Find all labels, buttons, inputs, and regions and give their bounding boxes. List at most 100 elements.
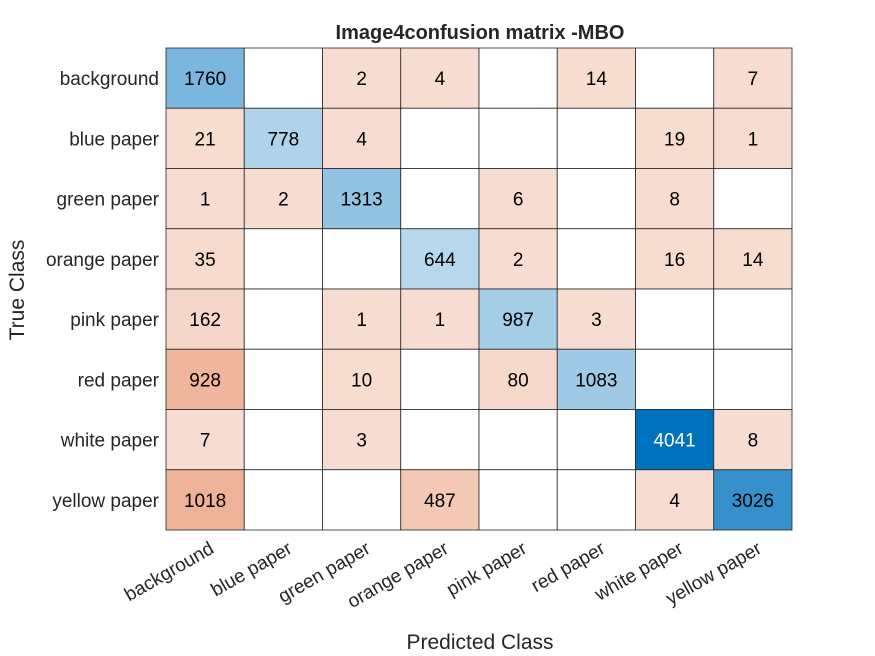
cell-value: 14 [586,69,608,90]
cell-value: 3 [356,431,367,452]
cell-value: 14 [742,250,764,271]
cell-value: 778 [268,129,300,150]
matrix-cell [243,228,323,290]
x-tick-label: pink paper [443,538,531,601]
y-tick-label: white paper [60,431,160,452]
matrix-cell [322,469,402,531]
matrix-cell [322,47,402,109]
matrix-cell [322,168,402,230]
cell-value: 3026 [732,491,774,512]
matrix-cell [400,107,480,169]
matrix-cell [165,47,245,109]
cell-value: 644 [424,250,456,271]
cell-value: 4 [435,69,446,90]
matrix-cell [713,107,793,169]
cell-value: 16 [664,250,685,271]
matrix-cell [713,348,793,410]
cell-value: 1 [356,310,367,331]
y-tick-label: orange paper [46,250,160,271]
matrix-cell [713,288,793,350]
cell-value: 2 [278,190,289,211]
matrix-cell [478,107,558,169]
cell-value: 21 [195,129,216,150]
matrix-cell [478,348,558,410]
cell-value: 487 [424,491,456,512]
cell-value: 7 [748,69,759,90]
matrix-cell [400,348,480,410]
cell-value: 4041 [653,431,695,452]
matrix-cell [243,288,323,350]
matrix-cell [635,348,715,410]
matrix-cell [556,469,636,531]
matrix-cell [556,228,636,290]
matrix-cell [400,469,480,531]
cell-value: 8 [669,190,680,211]
matrix-cell [713,469,793,531]
matrix-cell [635,469,715,531]
cell-value: 19 [664,129,685,150]
matrix-cell [165,288,245,350]
matrix-cell [243,469,323,531]
matrix-cell [478,47,558,109]
x-axis-label: Predicted Class [406,631,553,654]
cell-value: 6 [513,190,524,211]
y-tick-labels: background blue paper green paper orange pa… [46,69,160,512]
matrix-cell [478,469,558,531]
matrix-cell [713,168,793,230]
cell-value: 1 [200,190,211,211]
cell-value: 10 [351,370,372,391]
matrix-cell [322,288,402,350]
y-tick-label: blue paper [69,129,159,150]
cell-value: 2 [513,250,524,271]
cell-value: 1 [435,310,446,331]
matrix-cell [713,47,793,109]
matrix-cell [243,47,323,109]
cell-value: 162 [189,310,221,331]
cell-value: 8 [748,431,759,452]
matrix-cell [478,409,558,471]
matrix-cell [556,288,636,350]
matrix-cell [556,409,636,471]
matrix-cell [400,409,480,471]
cell-value: 4 [669,491,680,512]
y-tick-label: background [60,69,159,90]
cell-value: 7 [200,431,211,452]
matrix-cell [556,107,636,169]
matrix-cell [635,288,715,350]
matrix-cell [243,348,323,410]
y-axis-label: True Class [6,240,29,341]
y-tick-label: red paper [78,370,160,391]
y-tick-label: yellow paper [52,491,159,512]
matrix-cell [322,348,402,410]
cell-value: 987 [502,310,534,331]
matrix-cell [478,228,558,290]
matrix-cell [635,47,715,109]
matrix-cell [165,228,245,290]
matrix-cell [400,288,480,350]
cell-value: 928 [189,370,221,391]
matrix-cell [556,47,636,109]
cell-value: 3 [591,310,602,331]
cell-value: 1018 [184,491,226,512]
cell-value: 1760 [184,69,226,90]
matrix-cell [478,168,558,230]
cell-value: 1 [748,129,759,150]
cell-value: 80 [508,370,529,391]
matrix-cell [243,409,323,471]
matrix-cell [243,168,323,230]
matrix-cell [322,409,402,471]
matrix-cell [165,107,245,169]
y-tick-label: green paper [57,190,160,211]
x-tick-label: background [121,538,217,606]
chart-title: Image4confusion matrix -MBO [336,22,625,44]
matrix-cell [713,228,793,290]
matrix-cell [713,409,793,471]
matrix-cell [556,348,636,410]
matrix-cell [400,168,480,230]
cell-value: 35 [195,250,216,271]
cell-value: 2 [356,69,367,90]
cell-value: 4 [356,129,367,150]
